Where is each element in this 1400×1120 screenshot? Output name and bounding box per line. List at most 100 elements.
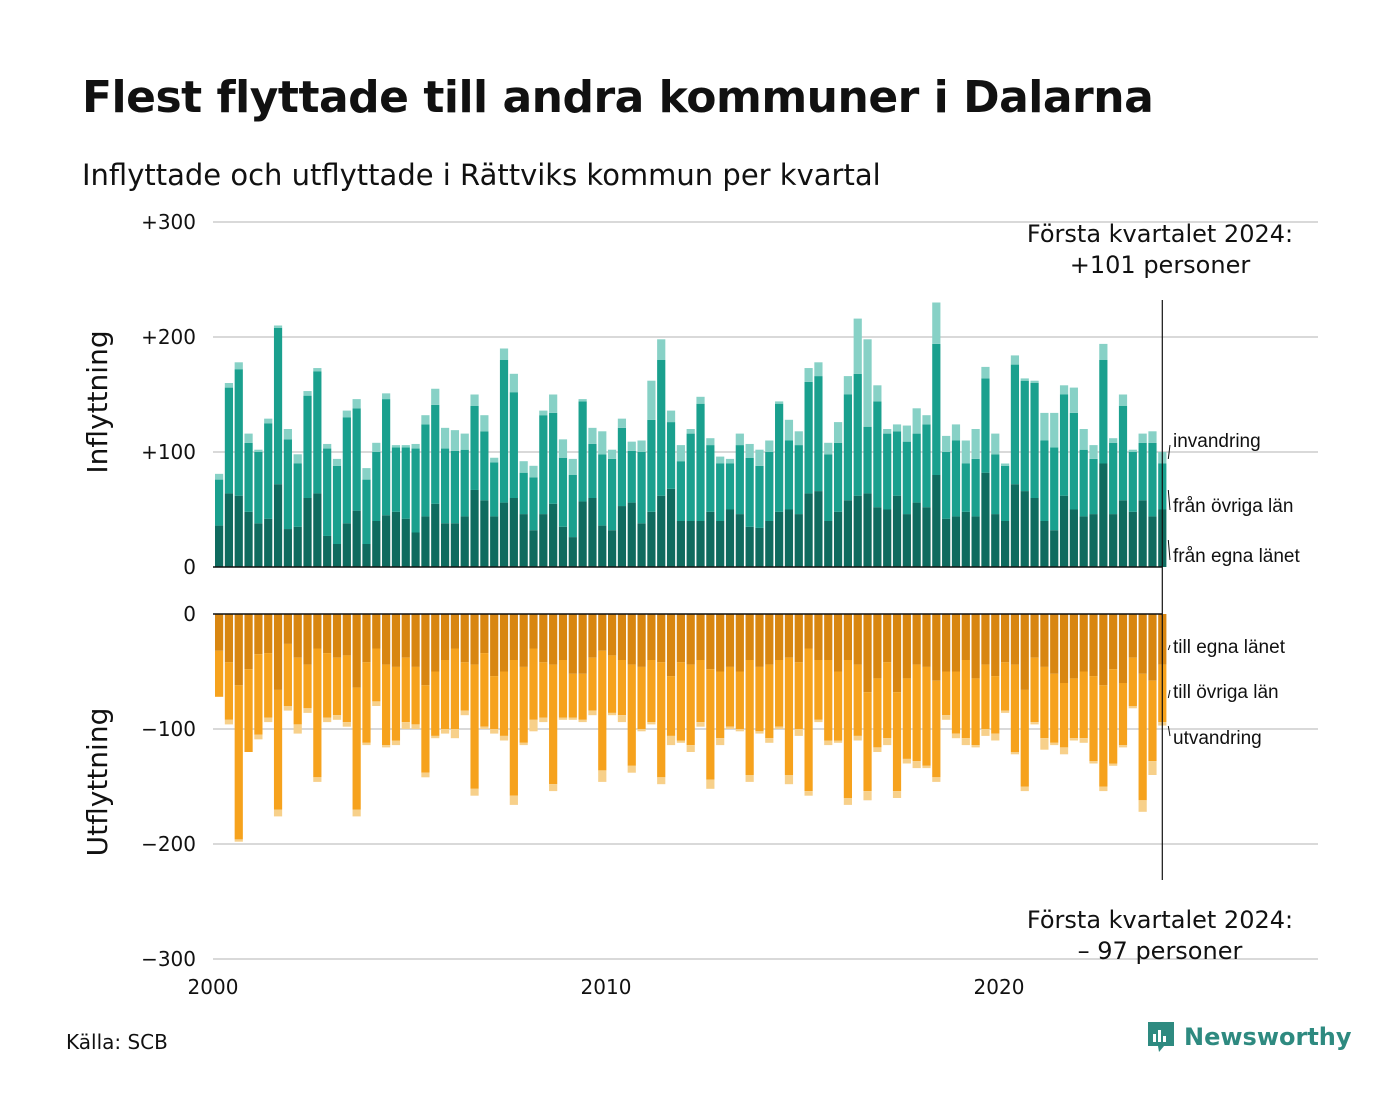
bar-out-1 [1050,673,1059,743]
bar-in-0 [362,544,371,567]
bar-in-0 [892,495,902,567]
bar-out-2 [961,738,970,746]
bar-out-0 [716,614,725,672]
bar-out-2 [617,715,627,723]
bar-out-0 [323,614,332,654]
bar-out-0 [509,614,518,660]
bar-in-0 [1059,495,1069,567]
brand-logo: Newsworthy [1146,1020,1352,1054]
bar-in-0 [273,484,283,567]
bar-in-1 [480,431,489,501]
bar-in-0 [725,509,735,567]
bar-out-2 [932,777,941,782]
bar-out-2 [598,770,607,782]
bar-in-2 [254,449,263,452]
bar-in-1 [362,479,371,544]
bar-in-2 [951,424,961,441]
bar-out-1 [362,662,371,743]
bar-in-2 [519,461,528,473]
bar-in-2 [509,373,518,393]
segment-label-in: från egna länet [1173,546,1300,567]
bar-in-0 [1001,521,1010,567]
bar-in-0 [323,535,332,567]
bar-out-0 [676,614,685,663]
bar-out-2 [264,717,273,723]
bar-in-1 [382,399,391,516]
bar-out-2 [254,734,263,740]
bar-out-2 [765,738,774,743]
bar-in-0 [588,498,597,567]
bar-in-0 [401,518,410,567]
bar-out-0 [450,614,459,649]
bar-in-1 [765,452,774,521]
annotation-top-line2: +101 personer [1070,251,1251,279]
bar-in-0 [1138,500,1147,567]
bar-in-0 [440,523,450,567]
bar-out-2 [1020,786,1029,792]
bar-out-1 [853,664,862,736]
bar-in-1 [696,403,705,521]
bar-in-1 [951,440,961,517]
bar-out-1 [1138,673,1147,801]
bar-out-2 [382,745,391,748]
bar-in-0 [1148,516,1157,567]
bar-in-2 [224,383,234,388]
bar-out-0 [745,614,754,660]
bar-in-2 [991,433,1000,455]
bar-in-1 [902,441,911,515]
bar-in-2 [912,408,921,434]
bar-out-0 [1089,614,1098,677]
bar-out-1 [352,687,361,810]
bar-out-1 [598,650,607,771]
bar-out-2 [470,788,479,796]
bar-in-1 [1148,442,1157,517]
bar-out-0 [1001,614,1010,663]
bar-in-0 [794,514,803,567]
bar-in-0 [647,511,656,567]
bar-out-2 [1059,747,1069,755]
bar-in-2 [637,440,646,452]
bar-in-1 [293,463,302,527]
bar-out-1 [224,662,234,720]
bar-in-0 [686,521,695,567]
bar-in-0 [391,511,401,567]
bar-out-0 [627,614,636,665]
bar-in-1 [440,448,450,524]
bar-in-2 [549,394,558,413]
bar-in-1 [1079,449,1088,517]
bar-out-2 [1099,786,1108,792]
bar-out-2 [676,740,685,743]
bar-in-2 [578,399,587,402]
bar-in-1 [873,401,882,508]
bar-in-2 [558,439,568,458]
bar-out-0 [391,614,401,667]
bar-out-1 [922,666,931,766]
bar-out-1 [794,662,803,729]
bar-in-1 [1059,394,1069,496]
bar-out-2 [745,775,754,782]
leader-line-out [1167,725,1171,737]
bar-in-0 [490,516,499,567]
bar-in-2 [480,415,489,432]
bar-in-2 [617,418,627,428]
bar-in-2 [784,419,794,441]
bar-in-0 [971,516,980,567]
bar-out-2 [1001,710,1010,713]
bar-in-0 [1099,463,1108,567]
bar-in-2 [696,396,705,404]
bar-in-1 [421,424,430,517]
bar-out-0 [224,614,234,663]
bar-out-1 [706,669,715,780]
bar-in-0 [352,510,361,567]
bar-in-1 [922,424,931,508]
bar-in-2 [362,468,371,480]
bar-out-1 [215,650,224,697]
bar-in-0 [1079,516,1088,567]
bar-out-0 [244,614,253,670]
bar-out-0 [362,614,371,663]
bar-in-0 [843,500,852,567]
bar-in-1 [401,447,410,519]
bar-out-1 [676,662,685,741]
bar-out-0 [293,614,302,658]
bar-in-0 [1030,498,1039,567]
